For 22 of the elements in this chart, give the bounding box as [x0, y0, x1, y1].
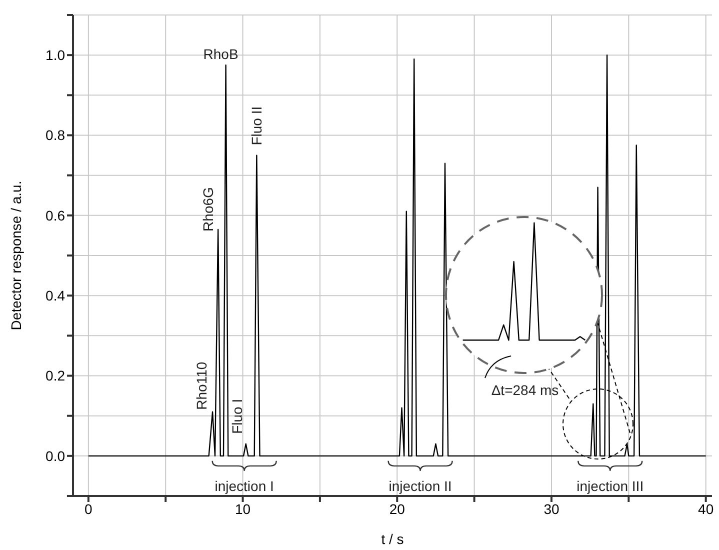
- y-axis-title: Detector response / a.u.: [8, 180, 24, 330]
- x-tick-label: 0: [84, 500, 93, 517]
- y-tick-label: 0.2: [46, 368, 66, 384]
- annotation: injection II: [388, 478, 452, 494]
- x-tick-label: 20: [389, 500, 406, 517]
- x-tick-label: 40: [698, 500, 714, 517]
- annotation: injection III: [576, 478, 644, 494]
- y-tick-label: 0.4: [46, 288, 66, 304]
- x-tick-label: 10: [234, 500, 251, 517]
- x-axis-title: t / s: [381, 531, 404, 547]
- y-tick-label: 0.0: [46, 448, 66, 464]
- y-tick-label: 0.6: [46, 207, 66, 224]
- annotation: Fluo I: [228, 398, 245, 434]
- annotation: Rho110: [193, 362, 210, 410]
- y-tick-label: 0.8: [46, 127, 66, 144]
- annotation: injection I: [214, 478, 274, 494]
- x-tick-label: 30: [544, 500, 560, 517]
- y-tick-label: 1.0: [46, 47, 66, 64]
- annotation: Rho6G: [200, 187, 216, 232]
- annotation: RhoB: [203, 46, 238, 62]
- annotation: Fluo II: [248, 106, 265, 146]
- annotation: Δt=284 ms: [491, 382, 559, 398]
